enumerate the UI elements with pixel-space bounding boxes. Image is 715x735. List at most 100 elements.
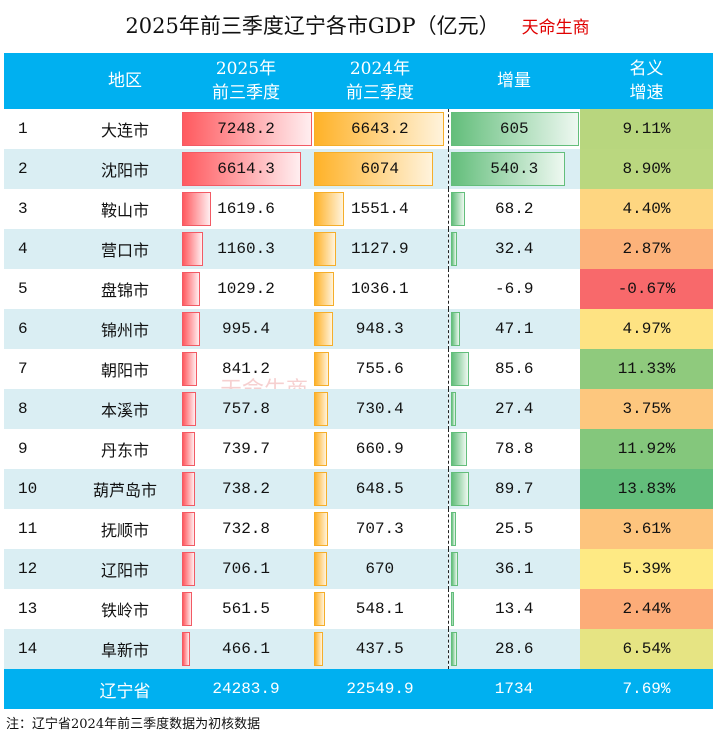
c25-bar xyxy=(182,512,196,546)
growth-cell: -0.67% xyxy=(580,269,713,309)
growth-cell: 4.40% xyxy=(580,189,713,229)
city-name: 锦州市 xyxy=(70,309,180,349)
table-row: 3 鞍山市 1619.6 1551.4 68.2 4.40% xyxy=(4,189,713,229)
brand-label: 天命生商 xyxy=(521,18,590,38)
table-row: 1 大连市 7248.2 6643.2 605 9.11% xyxy=(4,109,713,149)
c24-cell: 730.4 xyxy=(312,389,448,429)
header-2024: 2024年 前三季度 xyxy=(312,53,448,109)
city-name: 沈阳市 xyxy=(70,149,180,189)
c25-bar xyxy=(182,392,196,426)
c25-bar xyxy=(182,552,195,586)
gdp-table: 地区 2025年 前三季度 2024年 前三季度 增量 名义 增速 1 大连市 724… xyxy=(4,53,713,709)
inc-cell: 27.4 xyxy=(447,389,580,429)
table-row: 13 铁岭市 561.5 548.1 13.4 2.44% xyxy=(4,589,713,629)
city-name: 葫芦岛市 xyxy=(70,469,180,509)
table-row: 11 抚顺市 732.8 707.3 25.5 3.61% xyxy=(4,509,713,549)
c24-bar xyxy=(314,112,444,146)
c25-bar xyxy=(182,352,198,386)
c24-cell: 1127.9 xyxy=(312,229,448,269)
c24-bar xyxy=(314,352,329,386)
city-name: 丹东市 xyxy=(100,441,149,460)
inc-cell: 36.1 xyxy=(447,549,580,589)
inc-bar xyxy=(450,632,457,666)
inc-cell: 78.8 xyxy=(447,429,580,469)
c25-cell: 732.8 xyxy=(180,509,312,549)
inc-bar xyxy=(450,192,465,226)
total-increase: 1734 xyxy=(448,669,580,709)
growth-cell: 3.75% xyxy=(580,389,713,429)
c25-cell: 466.1 xyxy=(180,629,312,669)
table-row: 7 朝阳市 841.2 755.6 85.6 11.33% xyxy=(4,349,713,389)
c24-cell: 6074 xyxy=(312,149,448,189)
c25-bar xyxy=(182,112,312,146)
c24-bar xyxy=(314,232,337,266)
rank: 6 xyxy=(4,309,70,349)
total-2024: 22549.9 xyxy=(312,669,448,709)
inc-bar xyxy=(450,552,459,586)
inc-cell: 540.3 xyxy=(447,149,580,189)
c25-cell: 7248.2 xyxy=(180,109,312,149)
inc-cell: 25.5 xyxy=(447,509,580,549)
inc-cell: 89.7 xyxy=(447,469,580,509)
growth-cell: 2.44% xyxy=(580,589,713,629)
inc-bar xyxy=(450,152,565,186)
table-row: 4 营口市 1160.3 1127.9 32.4 2.87% xyxy=(4,229,713,269)
inc-cell: 85.6 xyxy=(447,349,580,389)
c24-bar xyxy=(314,592,325,626)
c25-cell: 1029.2 xyxy=(180,269,312,309)
table-row: 5 盘锦市 1029.2 1036.1 -6.9 -0.67% xyxy=(4,269,713,309)
header-rank xyxy=(4,53,70,109)
c24-bar xyxy=(314,472,327,506)
c24-bar xyxy=(314,192,345,226)
city-name: 本溪市 xyxy=(70,389,180,429)
table-row: 12 辽阳市 706.1 670 36.1 5.39% xyxy=(4,549,713,589)
rank: 13 xyxy=(18,600,38,618)
c24-cell: 948.3 xyxy=(312,309,448,349)
rank: 8 xyxy=(4,389,70,429)
rank: 5 xyxy=(18,280,28,298)
inc-cell: 605 xyxy=(447,109,580,149)
header-growth: 名义 增速 xyxy=(580,53,713,109)
inc-bar xyxy=(450,392,457,426)
table-row: 14 阜新市 466.1 437.5 28.6 6.54% xyxy=(4,629,713,669)
c24-cell: 707.3 xyxy=(312,509,448,549)
city-name: 营口市 xyxy=(70,229,180,269)
table-header: 地区 2025年 前三季度 2024年 前三季度 增量 名义 增速 xyxy=(4,53,713,109)
title-text: 2025年前三季度辽宁各市GDP（亿元） xyxy=(125,14,500,38)
c25-cell: 841.2 xyxy=(180,349,312,389)
growth-cell: 5.39% xyxy=(580,549,713,589)
rank: 12 xyxy=(4,549,70,589)
c25-bar xyxy=(182,472,196,506)
c24-bar xyxy=(314,272,335,306)
c25-bar xyxy=(182,152,301,186)
rank: 11 xyxy=(18,520,38,538)
total-2025: 24283.9 xyxy=(180,669,312,709)
inc-bar xyxy=(450,512,456,546)
inc-bar xyxy=(450,112,579,146)
rank: 2 xyxy=(4,149,70,189)
c24-cell: 437.5 xyxy=(312,629,448,669)
c25-cell: 739.7 xyxy=(180,429,312,469)
c24-bar xyxy=(314,432,327,466)
total-rank xyxy=(4,669,70,709)
c24-cell: 660.9 xyxy=(312,429,448,469)
growth-cell: 11.33% xyxy=(580,349,713,389)
header-region: 地区 xyxy=(70,53,180,109)
c24-bar xyxy=(314,312,333,346)
city-name: 抚顺市 xyxy=(100,521,149,540)
rank: 14 xyxy=(4,629,70,669)
inc-bar xyxy=(450,432,468,466)
inc-bar xyxy=(450,232,458,266)
rank: 10 xyxy=(4,469,70,509)
inc-bar xyxy=(450,472,470,506)
inc-bar xyxy=(450,352,469,386)
c25-cell: 995.4 xyxy=(180,309,312,349)
growth-cell: 11.92% xyxy=(580,429,713,469)
rank: 4 xyxy=(4,229,70,269)
inc-cell: 28.6 xyxy=(447,629,580,669)
city-name: 辽阳市 xyxy=(70,549,180,589)
c25-cell: 1160.3 xyxy=(180,229,312,269)
c25-bar xyxy=(182,272,201,306)
growth-cell: 13.83% xyxy=(580,469,713,509)
c24-cell: 648.5 xyxy=(312,469,448,509)
